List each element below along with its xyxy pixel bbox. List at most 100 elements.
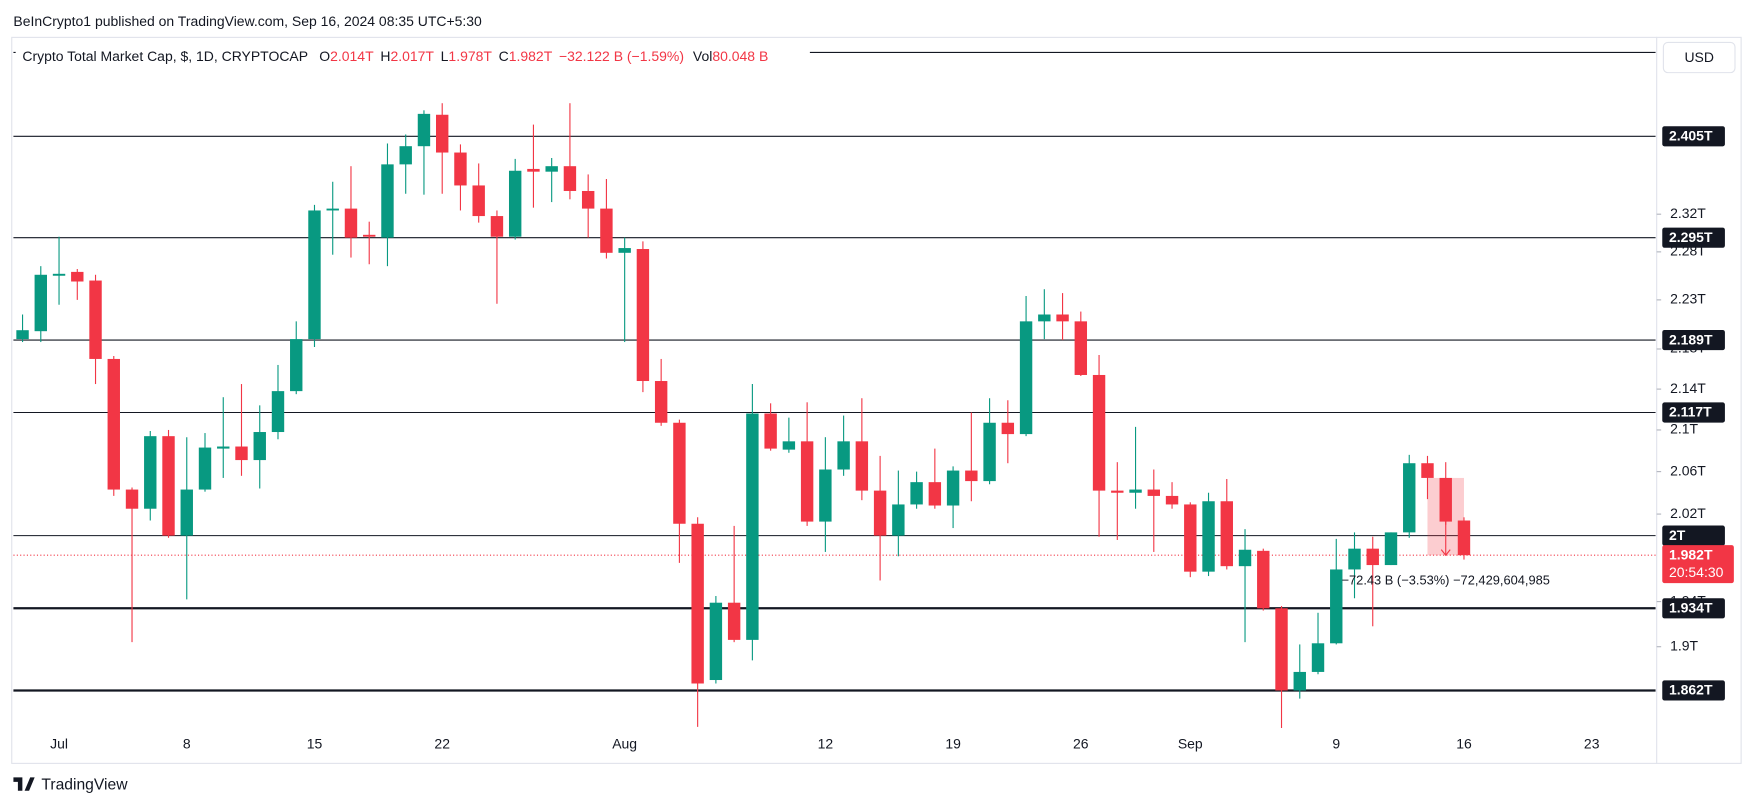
candle-body (1348, 548, 1361, 570)
frame (11, 36, 1742, 764)
y-tick-label: 2.02T (1670, 505, 1706, 521)
candle-body (1220, 501, 1233, 567)
candle-body (855, 441, 869, 491)
candle-body (782, 441, 796, 450)
candle-body (125, 489, 139, 509)
candle-body (709, 602, 723, 681)
x-tick-label: 26 (1073, 736, 1089, 752)
candle-body (910, 482, 923, 505)
candle-body (928, 482, 942, 506)
background (0, 3, 1754, 800)
candle-body (235, 446, 248, 461)
candle-body (71, 271, 84, 282)
candle-body (819, 469, 832, 522)
legend-bg (15, 45, 810, 66)
candle-body (1238, 549, 1252, 567)
candle-body (800, 441, 814, 522)
candle-body (1275, 608, 1288, 691)
legend-item: −32.122 B (−1.59%) (559, 48, 684, 64)
candle-body (1384, 532, 1398, 566)
candle-body (1129, 489, 1142, 493)
legend-item: O (319, 48, 330, 64)
candle-body (253, 432, 266, 461)
last-price-label: 1.982T (1669, 546, 1713, 562)
candle-body (1001, 422, 1015, 435)
candle-body (472, 185, 485, 217)
brand-logo (13, 777, 35, 791)
level-label-box (1662, 330, 1725, 351)
candle-body (1074, 321, 1088, 375)
x-tick-label: 19 (945, 736, 961, 752)
last-price-box (1662, 545, 1734, 584)
level-label: 1.934T (1669, 600, 1713, 616)
level-label: 2.189T (1669, 331, 1713, 347)
legend: Crypto Total Market Cap, $, 1D, CRYPTOCA… (15, 45, 810, 66)
level-label-box (1662, 680, 1725, 701)
candle-body (344, 208, 358, 238)
candle-body (16, 330, 29, 340)
candle-body (946, 470, 960, 506)
candle-body (271, 391, 285, 433)
x-tick-label: Jul (50, 736, 68, 752)
candle-body (490, 216, 504, 237)
brand-name: TradingView (41, 776, 128, 793)
candle-body (363, 234, 376, 237)
candle-body (873, 490, 887, 536)
candle-body (454, 152, 467, 186)
candle-body (1311, 643, 1325, 672)
candle-body (1111, 490, 1124, 493)
y-tick-label: 2.14T (1670, 380, 1706, 396)
candle-body (1293, 671, 1306, 691)
level-label: 2T (1669, 527, 1686, 543)
candle-body (983, 422, 996, 482)
level-label: 2.117T (1669, 404, 1712, 420)
candle-body (727, 602, 741, 640)
level-label: 2.405T (1669, 128, 1713, 144)
published-note: BeInCrypto1 published on TradingView.com… (13, 13, 482, 29)
legend-item: 1.978T (448, 48, 492, 64)
candle-body (563, 166, 577, 191)
legend-item: 2.014T (330, 48, 374, 64)
candle-body (892, 504, 905, 536)
legend-item: Crypto Total Market Cap, $, 1D, CRYPTOCA… (22, 48, 308, 64)
candle-body (1147, 489, 1161, 496)
candle-body (1056, 314, 1069, 322)
x-tick-label: 16 (1456, 736, 1472, 752)
currency-button[interactable] (1662, 41, 1736, 74)
candle-body (654, 381, 668, 423)
candle-body (1184, 504, 1197, 572)
countdown: 20:54:30 (1669, 564, 1724, 580)
candle-body (107, 358, 120, 490)
level-label-box (1662, 227, 1725, 248)
x-tick-label: 22 (434, 736, 450, 752)
plot: 2.32T2.28T2.23T2.18T2.14T2.1T2.06T2.02T1… (13, 103, 1734, 752)
level-label-box (1662, 525, 1725, 546)
candle-body (618, 248, 631, 253)
legend-item: 80.048 B (712, 48, 768, 64)
candle-body (34, 274, 47, 332)
candle-body (1366, 548, 1379, 566)
legend-text: Crypto Total Market Cap, $, 1D, CRYPTOCA… (22, 48, 768, 64)
candle-body (1421, 463, 1434, 478)
candle-body (399, 146, 412, 165)
candle-body (764, 413, 777, 449)
legend-item: H (380, 48, 390, 64)
y-tick-label: 2.23T (1670, 291, 1706, 307)
candle-body (581, 190, 595, 209)
level-label: 1.862T (1669, 682, 1713, 698)
candle-body (417, 113, 431, 147)
measure-arrow-head (1440, 549, 1451, 557)
candle-body (52, 273, 66, 276)
x-tick-label: Sep (1178, 736, 1203, 752)
candle-body (965, 470, 978, 482)
x-tick-label: 23 (1584, 736, 1600, 752)
y-tick-label: 1.9T (1670, 637, 1698, 653)
candle-body (217, 446, 230, 449)
legend-item: 2.017T (390, 48, 434, 64)
candle-body (1165, 495, 1179, 505)
legend-item: C (499, 48, 509, 64)
candle-body (162, 436, 175, 536)
candle-body (1403, 463, 1416, 533)
level-label: 2.295T (1669, 229, 1713, 245)
